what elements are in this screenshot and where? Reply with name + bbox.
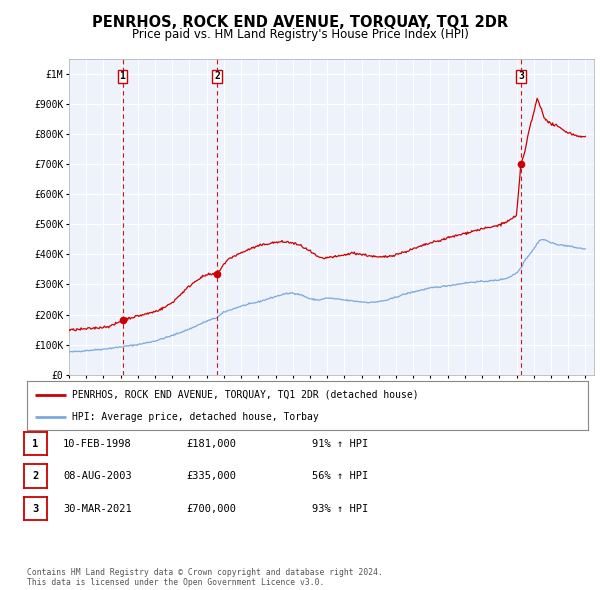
Text: 08-AUG-2003: 08-AUG-2003 bbox=[63, 471, 132, 481]
Text: 30-MAR-2021: 30-MAR-2021 bbox=[63, 504, 132, 513]
Text: 91% ↑ HPI: 91% ↑ HPI bbox=[312, 439, 368, 448]
Text: Contains HM Land Registry data © Crown copyright and database right 2024.
This d: Contains HM Land Registry data © Crown c… bbox=[27, 568, 383, 587]
Text: HPI: Average price, detached house, Torbay: HPI: Average price, detached house, Torb… bbox=[72, 412, 319, 422]
Text: 93% ↑ HPI: 93% ↑ HPI bbox=[312, 504, 368, 513]
Text: £335,000: £335,000 bbox=[186, 471, 236, 481]
Text: 1: 1 bbox=[119, 71, 125, 81]
Text: 2: 2 bbox=[214, 71, 220, 81]
Text: £181,000: £181,000 bbox=[186, 439, 236, 448]
Text: £700,000: £700,000 bbox=[186, 504, 236, 513]
Text: 10-FEB-1998: 10-FEB-1998 bbox=[63, 439, 132, 448]
Text: 3: 3 bbox=[32, 504, 38, 513]
Text: 56% ↑ HPI: 56% ↑ HPI bbox=[312, 471, 368, 481]
Text: 3: 3 bbox=[518, 71, 524, 81]
Text: 2: 2 bbox=[32, 471, 38, 481]
Text: PENRHOS, ROCK END AVENUE, TORQUAY, TQ1 2DR: PENRHOS, ROCK END AVENUE, TORQUAY, TQ1 2… bbox=[92, 15, 508, 30]
Text: Price paid vs. HM Land Registry's House Price Index (HPI): Price paid vs. HM Land Registry's House … bbox=[131, 28, 469, 41]
Text: PENRHOS, ROCK END AVENUE, TORQUAY, TQ1 2DR (detached house): PENRHOS, ROCK END AVENUE, TORQUAY, TQ1 2… bbox=[72, 389, 419, 399]
Text: 1: 1 bbox=[32, 439, 38, 448]
